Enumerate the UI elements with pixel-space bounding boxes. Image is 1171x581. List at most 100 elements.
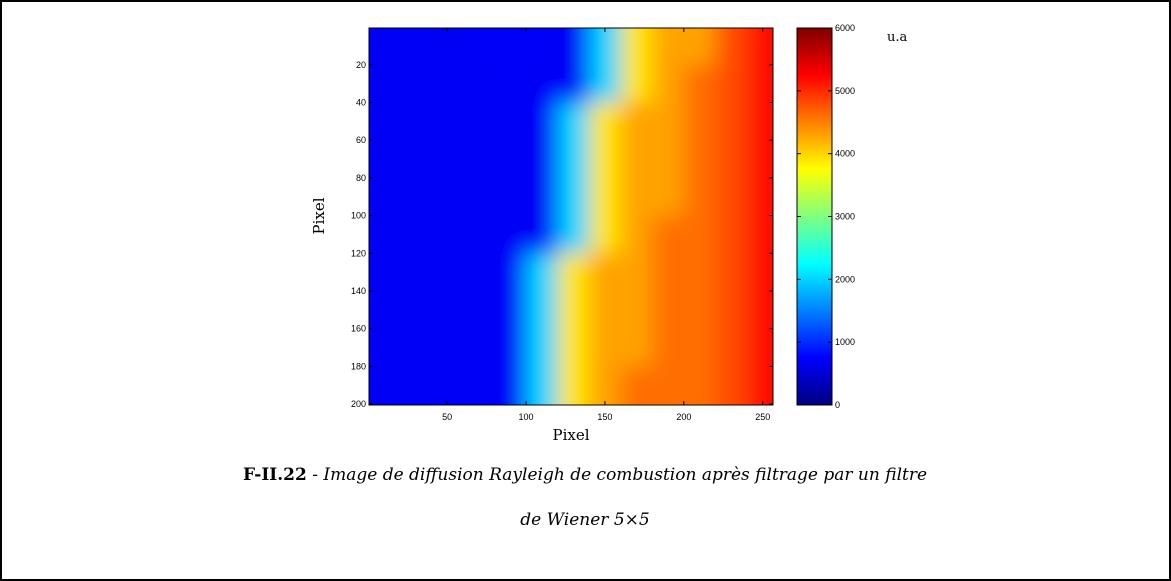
heatmap-cell <box>620 28 653 66</box>
heatmap-cell <box>589 64 622 103</box>
heatmap-cell <box>526 102 559 141</box>
colorbar <box>796 27 833 406</box>
heatmap-cells <box>369 28 773 405</box>
heatmap-cell <box>620 140 653 179</box>
x-tick-label: 100 <box>519 412 534 422</box>
y-tick-label: 180 <box>351 361 366 371</box>
heatmap-cell <box>431 140 464 179</box>
heatmap-cell <box>652 177 685 217</box>
heatmap-cell <box>683 102 716 141</box>
heatmap-cell <box>494 64 527 103</box>
heatmap-cell <box>746 290 773 330</box>
y-tick-label: 20 <box>356 60 366 70</box>
heatmap-cell <box>746 64 773 103</box>
heatmap-cell <box>589 253 622 292</box>
heatmap-cell <box>526 140 559 179</box>
heatmap-cell <box>652 253 685 292</box>
caption-label: F-II.22 <box>243 465 307 485</box>
heatmap-cell <box>683 64 716 103</box>
caption-text: Image de diffusion Rayleigh de combustio… <box>322 465 927 485</box>
heatmap-cell <box>746 253 773 292</box>
heatmap-cell <box>462 328 495 367</box>
heatmap-cell <box>399 28 432 66</box>
heatmap-cell <box>589 328 622 367</box>
x-tick-label: 200 <box>676 412 691 422</box>
colorbar-tick-label: 5000 <box>835 86 855 96</box>
heatmap-cell <box>746 328 773 367</box>
x-tick-label: 250 <box>755 412 770 422</box>
heatmap-cell <box>526 177 559 217</box>
heatmap-cell <box>746 28 773 66</box>
heatmap-cell <box>431 253 464 292</box>
heatmap-cell <box>369 177 401 217</box>
y-tick-label: 60 <box>356 135 366 145</box>
heatmap-cell <box>683 177 716 217</box>
heatmap-cell <box>399 290 432 330</box>
heatmap-cell <box>557 102 590 141</box>
heatmap-cell <box>369 102 401 141</box>
heatmap-cell <box>462 64 495 103</box>
heatmap-cell <box>494 253 527 292</box>
heatmap-cell <box>462 290 495 330</box>
heatmap-cell <box>526 28 559 66</box>
heatmap-cell <box>683 366 716 405</box>
x-tick-label: 50 <box>442 412 452 422</box>
heatmap-cell <box>494 366 527 405</box>
heatmap-cell <box>431 102 464 141</box>
heatmap-cell <box>715 102 748 141</box>
heatmap-cell <box>431 177 464 217</box>
heatmap-cell <box>431 64 464 103</box>
heatmap-cell <box>557 328 590 367</box>
heatmap-cell <box>746 177 773 217</box>
heatmap-cell <box>399 140 432 179</box>
heatmap-cell <box>369 253 401 292</box>
heatmap-cell <box>462 102 495 141</box>
heatmap-cell <box>589 215 622 254</box>
heatmap-cell <box>462 215 495 254</box>
heatmap-cell <box>620 177 653 217</box>
heatmap-cell <box>683 215 716 254</box>
heatmap-cell <box>652 215 685 254</box>
heatmap-cell <box>715 140 748 179</box>
caption-text: de Wiener 5×5 <box>520 510 649 530</box>
heatmap-cell <box>746 215 773 254</box>
heatmap-area <box>369 28 773 405</box>
heatmap-cell <box>683 28 716 66</box>
heatmap-cell <box>620 328 653 367</box>
heatmap-cell <box>652 64 685 103</box>
heatmap-cell <box>683 328 716 367</box>
heatmap-cell <box>526 328 559 367</box>
heatmap-cell <box>369 140 401 179</box>
heatmap-cell <box>557 140 590 179</box>
heatmap-cell <box>715 215 748 254</box>
heatmap-cell <box>715 28 748 66</box>
colorbar-tick-label: 6000 <box>835 23 855 33</box>
heatmap-cell <box>715 64 748 103</box>
heatmap-cell <box>557 28 590 66</box>
heatmap-cell <box>589 102 622 141</box>
heatmap-cell <box>494 290 527 330</box>
heatmap-cell <box>652 102 685 141</box>
heatmap-cell <box>557 215 590 254</box>
heatmap-cell <box>494 102 527 141</box>
heatmap-cell <box>526 253 559 292</box>
y-tick-label: 100 <box>351 211 366 221</box>
colorbar-tick-label: 0 <box>835 400 840 410</box>
heatmap-cell <box>399 328 432 367</box>
heatmap-cell <box>557 253 590 292</box>
heatmap-cell <box>620 290 653 330</box>
heatmap-cell <box>715 253 748 292</box>
heatmap-cell <box>494 140 527 179</box>
heatmap-cell <box>369 328 401 367</box>
colorbar-label: u.a <box>887 30 908 45</box>
heatmap-cell <box>399 64 432 103</box>
heatmap-cell <box>494 177 527 217</box>
y-tick-label: 120 <box>351 248 366 258</box>
heatmap-cell <box>715 290 748 330</box>
heatmap-cell <box>746 102 773 141</box>
heatmap-cell <box>526 64 559 103</box>
heatmap-cell <box>683 253 716 292</box>
heatmap-cell <box>652 366 685 405</box>
heatmap-cell <box>746 140 773 179</box>
heatmap-cell <box>683 140 716 179</box>
